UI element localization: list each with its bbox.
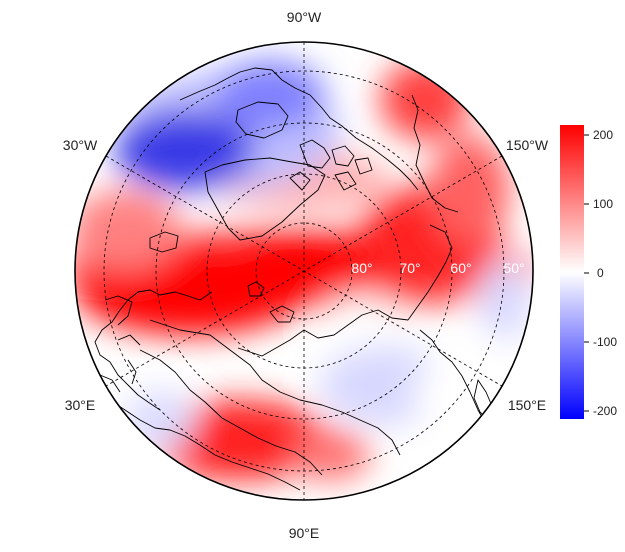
colorbar-label-neg200: -200 [593,404,617,418]
parallel-80 [255,222,353,320]
alaska-coastline [411,94,459,213]
anomaly-field [75,42,533,500]
colorbar-label-0: 0 [597,266,604,280]
siberia-coastline [237,309,409,357]
graticule [103,42,505,500]
scandinavia-coastline [119,289,213,311]
asia-interior-borders [149,319,401,456]
latitude-labels: 80° 70° 60° 50° [351,260,524,276]
colorbar-ticks [584,134,589,412]
lon-label-top: 90°W [287,9,322,25]
lon-label-left-lower: 30°E [65,397,96,413]
colorbar: 200 100 0 -100 -200 [560,125,617,419]
europe-borders [99,295,141,393]
colorbar-gradient [560,125,584,419]
lon-label-right-upper: 150°W [506,137,549,153]
bering-coastline [407,224,453,321]
hudson-bay-coastline [235,101,289,139]
lat-label-50: 50° [503,260,524,276]
asia-borders-2 [139,349,323,476]
lat-label-80: 80° [351,260,372,276]
greenland-coastline [204,157,326,241]
lat-label-60: 60° [450,260,471,276]
lon-label-bottom: 90°E [289,525,320,541]
colorbar-label-100: 100 [593,197,613,211]
europe-coastline [94,309,161,411]
north-america-coastline [179,67,419,191]
meridian-150w-30e [105,155,503,387]
lat-label-70: 70° [399,260,420,276]
colorbar-label-200: 200 [593,128,613,142]
svalbard-coastline [247,281,265,297]
colorbar-label-neg100: -100 [593,335,617,349]
lon-label-right-lower: 150°E [508,397,546,413]
middle-east-borders [184,435,301,491]
lon-label-left-upper: 30°W [63,137,98,153]
novaya-zemlya-coastline [269,305,295,323]
map-border [74,41,534,501]
iceland-coastline [149,231,179,253]
canadian-archipelago [289,139,373,191]
